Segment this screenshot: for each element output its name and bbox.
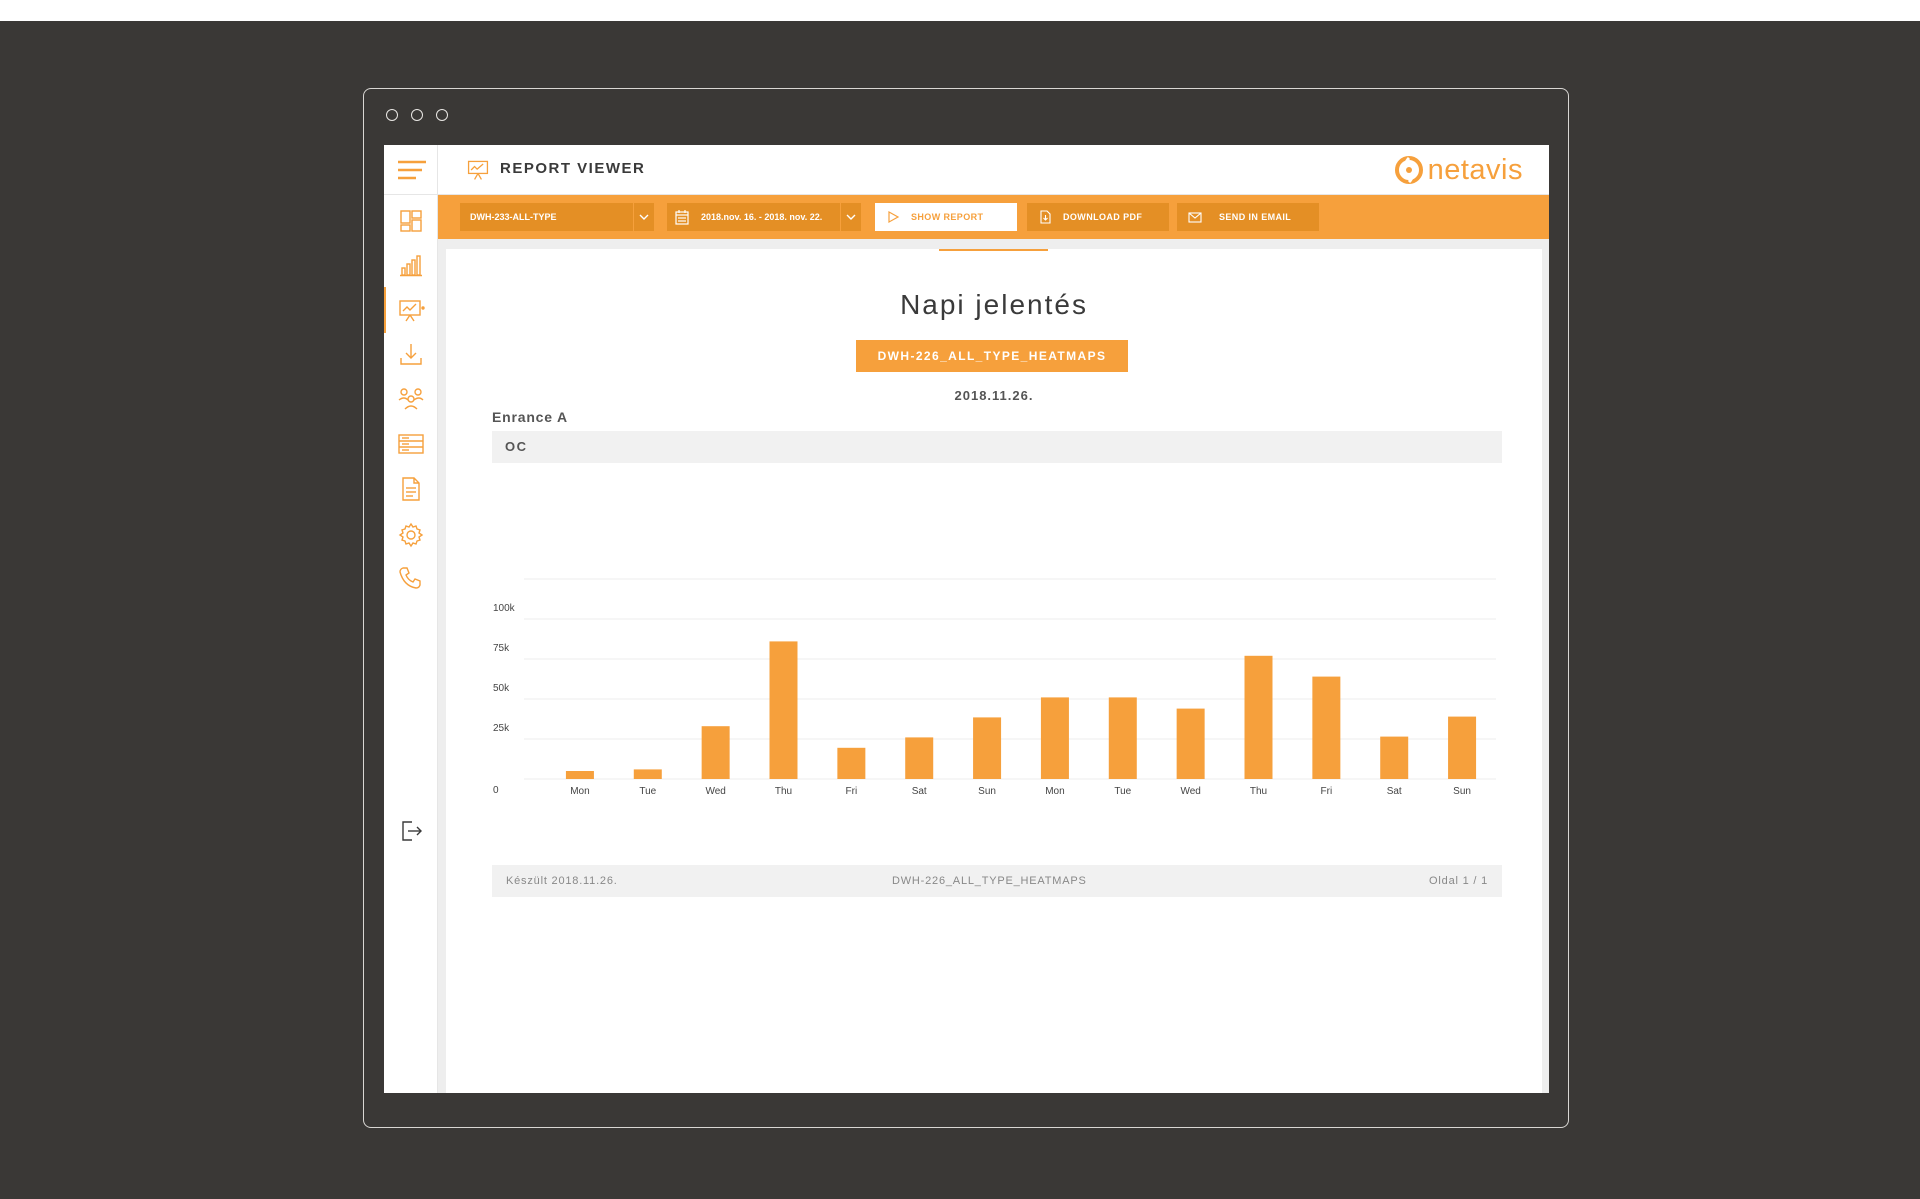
x-tick-label: Sun: [978, 786, 996, 797]
page-title: REPORT VIEWER: [500, 160, 646, 177]
report-title: Napi jelentés: [900, 289, 1088, 320]
y-tick-label: 0: [493, 785, 499, 796]
calendar-icon: [675, 210, 689, 225]
show-report-button[interactable]: SHOW REPORT: [875, 203, 1017, 231]
sidebar-item-report-viewer[interactable]: [397, 296, 425, 324]
window-maximize-button[interactable]: [436, 109, 448, 121]
subsection-label: OC: [505, 439, 528, 454]
x-tick-label: Mon: [1045, 786, 1064, 797]
toolbar: DWH-233-ALL-TYPE 2018.nov. 16. - 2018. n…: [438, 195, 1549, 239]
x-tick-label: Tue: [639, 786, 656, 797]
chart-bar: [1244, 655, 1273, 779]
chevron-down-icon[interactable]: [633, 203, 654, 231]
send-email-label: SEND IN EMAIL: [1219, 212, 1292, 222]
sidebar-item-dashboard[interactable]: [397, 207, 425, 235]
show-report-label: SHOW REPORT: [911, 212, 984, 222]
report-page: Napi jelentés DWH-226_ALL_TYPE_HEATMAPS …: [446, 249, 1542, 1093]
window-close-button[interactable]: [386, 109, 398, 121]
report-viewer-icon: [399, 300, 425, 322]
report-date: 2018.11.26.: [954, 388, 1034, 403]
bar-chart: 0 25k 50k 75k 100k Mon Tue Wed Thu Fri Sat Sun Mon Tu…: [493, 578, 1496, 797]
send-email-button[interactable]: SEND IN EMAIL: [1177, 203, 1319, 231]
report-select[interactable]: DWH-233-ALL-TYPE: [460, 203, 654, 231]
active-nav-indicator: [384, 287, 386, 333]
chart-bar: [565, 771, 594, 779]
storage-icon: [398, 434, 424, 454]
report-footer: Készült 2018.11.26. DWH-226_ALL_TYPE_HEA…: [492, 865, 1502, 897]
y-tick-label: 50k: [493, 683, 510, 694]
sidebar-item-documents[interactable]: [397, 475, 425, 503]
sidebar-item-statistics[interactable]: [397, 251, 425, 279]
footer-report-name: DWH-226_ALL_TYPE_HEATMAPS: [892, 875, 1087, 887]
footer-page: Oldal 1 / 1: [1429, 875, 1488, 887]
y-tick-label: 100k: [493, 603, 516, 614]
download-icon: [400, 344, 422, 365]
x-tick-label: Wed: [705, 786, 725, 797]
date-range-select[interactable]: 2018.nov. 16. - 2018. nov. 22.: [667, 203, 861, 231]
chart-bar: [1448, 716, 1477, 779]
chart-bar: [633, 769, 662, 779]
sidebar-item-storage[interactable]: [397, 430, 425, 458]
logout-icon: [402, 821, 422, 841]
x-tick-label: Tue: [1114, 786, 1131, 797]
chart-bar: [973, 717, 1002, 779]
sidebar-item-settings[interactable]: [397, 521, 425, 549]
chart-bar: [1176, 708, 1205, 779]
mail-icon: [1188, 212, 1202, 223]
report-viewer-icon: [467, 160, 489, 180]
x-tick-label: Thu: [775, 786, 792, 797]
download-pdf-label: DOWNLOAD PDF: [1063, 212, 1143, 222]
chart-bar: [1040, 697, 1069, 779]
active-tab-indicator: [939, 249, 1048, 251]
chart-bar: [905, 737, 934, 779]
settings-gear-icon: [398, 522, 424, 548]
chart-bar: [1108, 697, 1137, 779]
chart-bar: [837, 747, 866, 779]
dashboard-icon: [400, 210, 422, 232]
header: REPORT VIEWER netavis: [438, 145, 1549, 195]
y-tick-label: 25k: [493, 723, 510, 734]
section-label: Enrance A: [492, 409, 568, 425]
phone-icon: [399, 567, 421, 589]
sidebar-item-users[interactable]: [397, 385, 425, 413]
app-frame: REPORT VIEWER netavis DWH-233-ALL-TYPE: [384, 145, 1549, 1093]
menu-button[interactable]: [384, 145, 438, 195]
logout-button[interactable]: [397, 817, 425, 845]
subsection-bar: OC: [492, 431, 1502, 463]
x-tick-label: Mon: [570, 786, 589, 797]
x-tick-label: Thu: [1250, 786, 1267, 797]
sidebar-item-support[interactable]: [397, 564, 425, 592]
chart-bar: [769, 641, 798, 779]
x-tick-label: Fri: [846, 786, 858, 797]
users-icon: [398, 388, 424, 410]
netavis-logo-icon: [1394, 156, 1423, 184]
chart-bar: [1312, 676, 1341, 779]
netavis-logo: netavis: [1394, 154, 1523, 186]
sidebar: [384, 145, 438, 1093]
logo-text: netavis: [1427, 153, 1523, 186]
report-name-badge: DWH-226_ALL_TYPE_HEATMAPS: [856, 340, 1128, 372]
browser-window: REPORT VIEWER netavis DWH-233-ALL-TYPE: [363, 88, 1569, 1128]
chevron-down-icon[interactable]: [840, 203, 861, 231]
sidebar-item-export[interactable]: [397, 341, 425, 369]
footer-created: Készült 2018.11.26.: [506, 875, 618, 887]
x-tick-label: Sat: [1387, 786, 1402, 797]
hamburger-icon: [398, 160, 426, 180]
date-range-value: 2018.nov. 16. - 2018. nov. 22.: [701, 212, 823, 222]
document-icon: [402, 477, 420, 501]
window-minimize-button[interactable]: [411, 109, 423, 121]
chart-bar: [1380, 736, 1409, 779]
pdf-file-icon: [1040, 210, 1051, 224]
report-select-value: DWH-233-ALL-TYPE: [470, 212, 557, 222]
download-pdf-button[interactable]: DOWNLOAD PDF: [1027, 203, 1169, 231]
chart-bar: [701, 726, 730, 779]
x-tick-label: Wed: [1180, 786, 1200, 797]
x-tick-label: Fri: [1321, 786, 1333, 797]
play-icon: [888, 210, 900, 224]
x-tick-label: Sat: [912, 786, 927, 797]
bar-chart-icon: [400, 255, 422, 277]
x-tick-label: Sun: [1453, 786, 1471, 797]
y-tick-label: 75k: [493, 643, 510, 654]
